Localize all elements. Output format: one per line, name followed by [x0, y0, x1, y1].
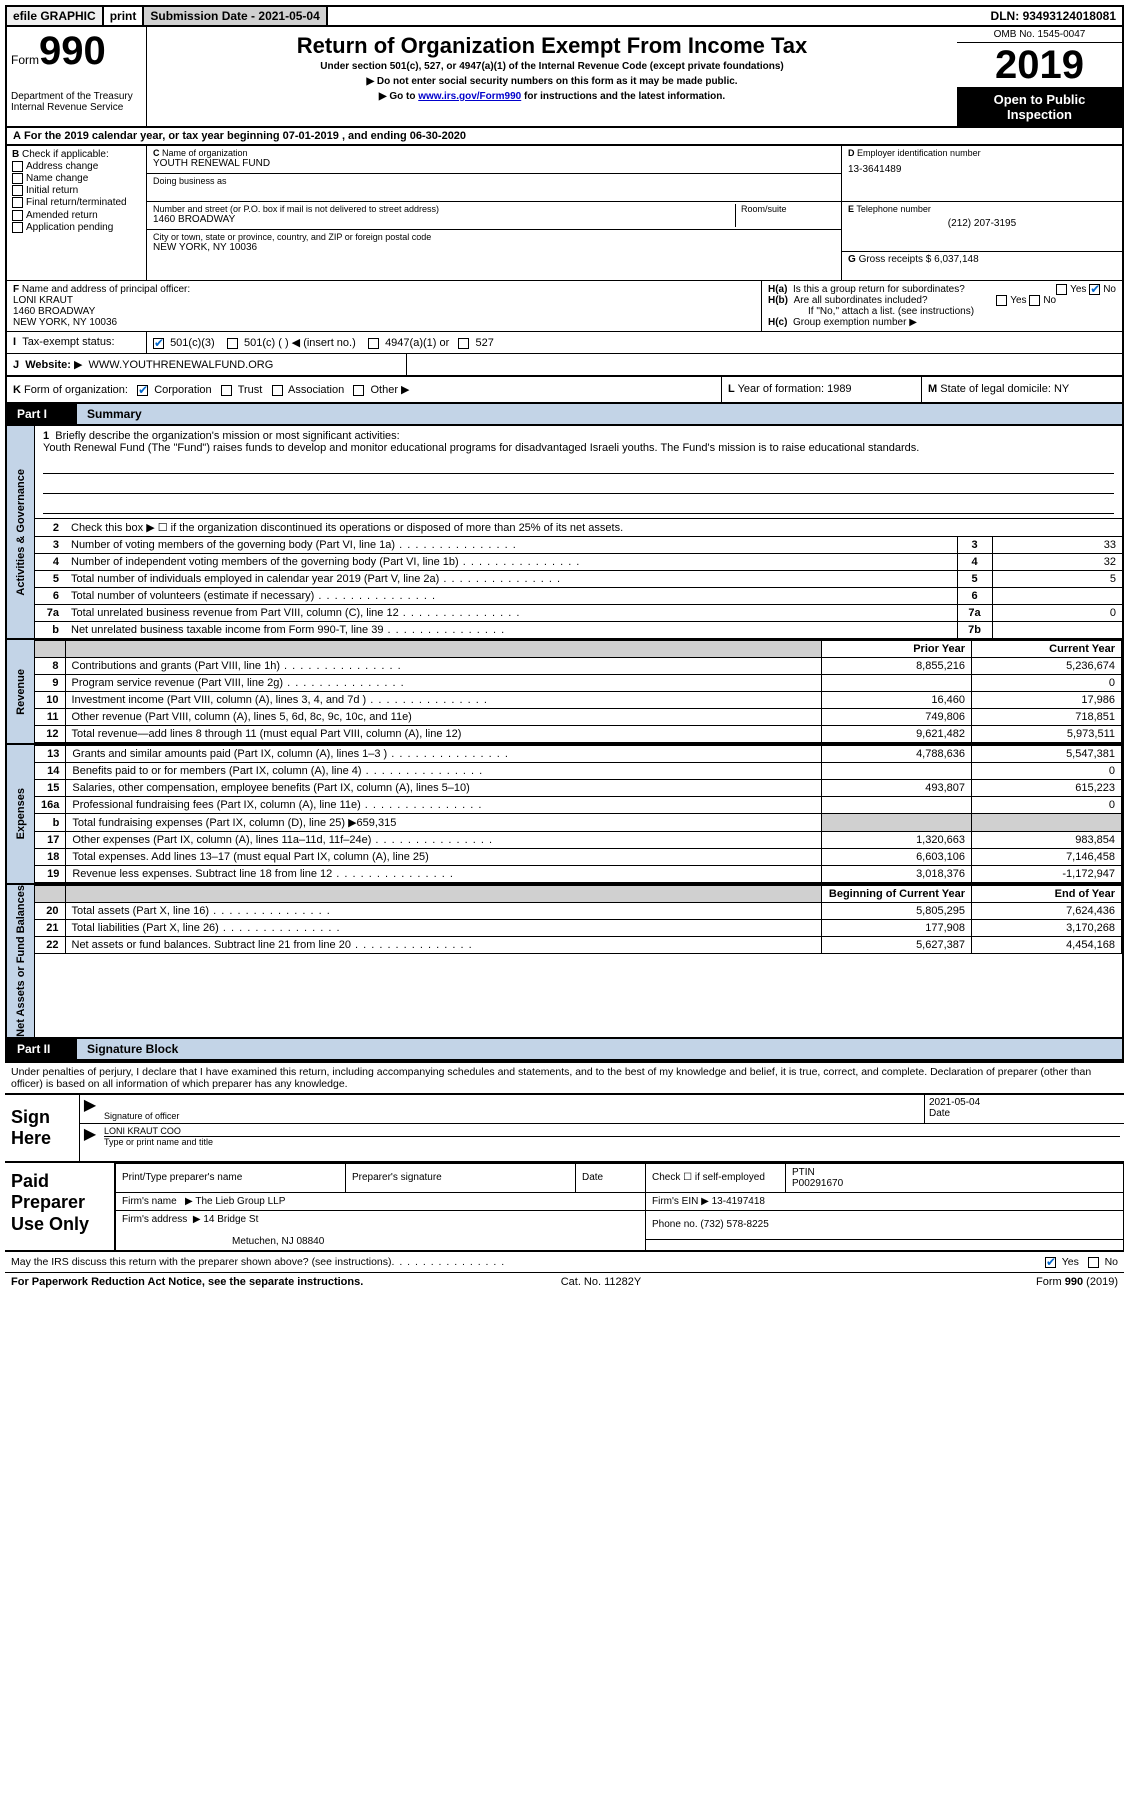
declaration-text: Under penalties of perjury, I declare th…	[5, 1061, 1124, 1093]
section-bcd: B Check if applicable: Address change Na…	[5, 146, 1124, 280]
preparer-table: Print/Type preparer's name Preparer's si…	[115, 1163, 1124, 1250]
part1-body: Activities & Governance 1 Briefly descri…	[5, 426, 1124, 640]
omb-number: OMB No. 1545-0047	[957, 27, 1122, 43]
chk-address-change[interactable]: Address change	[12, 161, 141, 172]
form-note-1: ▶ Do not enter social security numbers o…	[155, 76, 949, 87]
arrow-icon: ▶	[80, 1095, 100, 1123]
form-ref: Form 990 (2019)	[1036, 1276, 1118, 1288]
chk-initial-return[interactable]: Initial return	[12, 185, 141, 196]
firm-name: The Lieb Group LLP	[195, 1196, 285, 1207]
chk-501c3[interactable]	[153, 338, 164, 349]
chk-final-return[interactable]: Final return/terminated	[12, 197, 141, 208]
col-b-checkboxes: B Check if applicable: Address change Na…	[7, 146, 147, 280]
print-label[interactable]: print	[104, 7, 145, 25]
firm-address: 14 Bridge St	[203, 1214, 258, 1225]
ptin: P00291670	[792, 1178, 843, 1189]
top-bar: efile GRAPHIC print Submission Date - 20…	[5, 5, 1124, 27]
form-title: Return of Organization Exempt From Incom…	[155, 33, 949, 59]
header-left: Form990 Department of the TreasuryIntern…	[7, 27, 147, 126]
gross-receipts: 6,037,148	[934, 254, 979, 265]
firm-ein: 13-4197418	[712, 1196, 765, 1207]
col-c-org-info: C Name of organizationYOUTH RENEWAL FUND…	[147, 146, 842, 280]
form-subtitle: Under section 501(c), 527, or 4947(a)(1)…	[155, 61, 949, 72]
vtab-netassets: Net Assets or Fund Balances	[7, 885, 35, 1037]
ein: 13-3641489	[848, 164, 1116, 175]
form-number: 990	[39, 29, 106, 73]
cat-no: Cat. No. 11282Y	[561, 1276, 642, 1288]
website: WWW.YOUTHRENEWALFUND.ORG	[89, 359, 274, 371]
org-name: YOUTH RENEWAL FUND	[153, 158, 835, 169]
street-address: 1460 BROADWAY	[153, 214, 735, 225]
telephone: (212) 207-3195	[848, 218, 1116, 229]
chk-ha-no[interactable]	[1089, 284, 1100, 295]
row-f-officer: F Name and address of principal officer:…	[7, 281, 762, 331]
form-note-2: ▶ Go to www.irs.gov/Form990 for instruct…	[155, 91, 949, 102]
part1-header: Part I Summary	[5, 404, 1124, 426]
row-m: M State of legal domicile: NY	[922, 377, 1122, 402]
sign-date: 2021-05-04	[929, 1097, 1120, 1108]
netassets-block: Net Assets or Fund Balances Beginning of…	[5, 885, 1124, 1039]
preparer-block: Paid Preparer Use Only Print/Type prepar…	[5, 1161, 1124, 1252]
discuss-row: May the IRS discuss this return with the…	[5, 1252, 1124, 1272]
city-state-zip: NEW YORK, NY 10036	[153, 242, 835, 253]
vtab-activities: Activities & Governance	[7, 426, 35, 638]
row-klm: K Form of organization: Corporation Trus…	[5, 377, 1124, 404]
sign-block: Sign Here ▶ Signature of officer 2021-05…	[5, 1093, 1124, 1161]
instructions-link[interactable]: www.irs.gov/Form990	[418, 91, 521, 102]
row-j: J Website: ▶ WWW.YOUTHRENEWALFUND.ORG	[5, 353, 1124, 377]
header-mid: Return of Organization Exempt From Incom…	[147, 27, 957, 126]
efile-label: efile GRAPHIC	[7, 7, 104, 25]
expenses-table: 13Grants and similar amounts paid (Part …	[35, 745, 1122, 883]
mission-text: Youth Renewal Fund (The "Fund") raises f…	[43, 442, 919, 454]
submission-date: Submission Date - 2021-05-04	[144, 7, 327, 25]
vtab-expenses: Expenses	[7, 745, 35, 883]
line-a: A For the 2019 calendar year, or tax yea…	[5, 128, 1124, 146]
form-header: Form990 Department of the TreasuryIntern…	[5, 27, 1124, 128]
governance-table: 2Check this box ▶ ☐ if the organization …	[35, 518, 1122, 638]
firm-phone: (732) 578-8225	[700, 1219, 768, 1230]
row-l: L Year of formation: 1989	[722, 377, 922, 402]
dln: DLN: 93493124018081	[985, 7, 1122, 25]
vtab-revenue: Revenue	[7, 640, 35, 743]
row-i: I Tax-exempt status: 501(c)(3) 501(c) ( …	[5, 331, 1124, 353]
open-inspection: Open to Public Inspection	[957, 88, 1122, 126]
row-h: H(a) Is this a group return for subordin…	[762, 281, 1122, 331]
expenses-block: Expenses 13Grants and similar amounts pa…	[5, 745, 1124, 885]
part2-header: Part II Signature Block	[5, 1039, 1124, 1061]
chk-amended[interactable]: Amended return	[12, 210, 141, 221]
paperwork-footer: For Paperwork Reduction Act Notice, see …	[5, 1272, 1124, 1291]
chk-name-change[interactable]: Name change	[12, 173, 141, 184]
col-d-contact: D Employer identification number13-36414…	[842, 146, 1122, 280]
sign-here-label: Sign Here	[5, 1095, 80, 1161]
revenue-table: Prior YearCurrent Year 8Contributions an…	[35, 640, 1122, 743]
row-fh: F Name and address of principal officer:…	[5, 280, 1124, 331]
chk-corporation[interactable]	[137, 385, 148, 396]
revenue-block: Revenue Prior YearCurrent Year 8Contribu…	[5, 640, 1124, 745]
tax-year: 2019	[957, 43, 1122, 88]
dept-treasury: Department of the TreasuryInternal Reven…	[11, 91, 142, 113]
mission-block: 1 Briefly describe the organization's mi…	[35, 426, 1122, 518]
paid-preparer-label: Paid Preparer Use Only	[5, 1163, 115, 1250]
officer-name: LONI KRAUT COO	[104, 1126, 1120, 1136]
netassets-table: Beginning of Current YearEnd of Year 20T…	[35, 885, 1122, 954]
row-k: K Form of organization: Corporation Trus…	[7, 377, 722, 402]
chk-discuss-yes[interactable]	[1045, 1257, 1056, 1268]
chk-app-pending[interactable]: Application pending	[12, 222, 141, 233]
arrow-icon: ▶	[80, 1124, 100, 1149]
header-right: OMB No. 1545-0047 2019 Open to Public In…	[957, 27, 1122, 126]
